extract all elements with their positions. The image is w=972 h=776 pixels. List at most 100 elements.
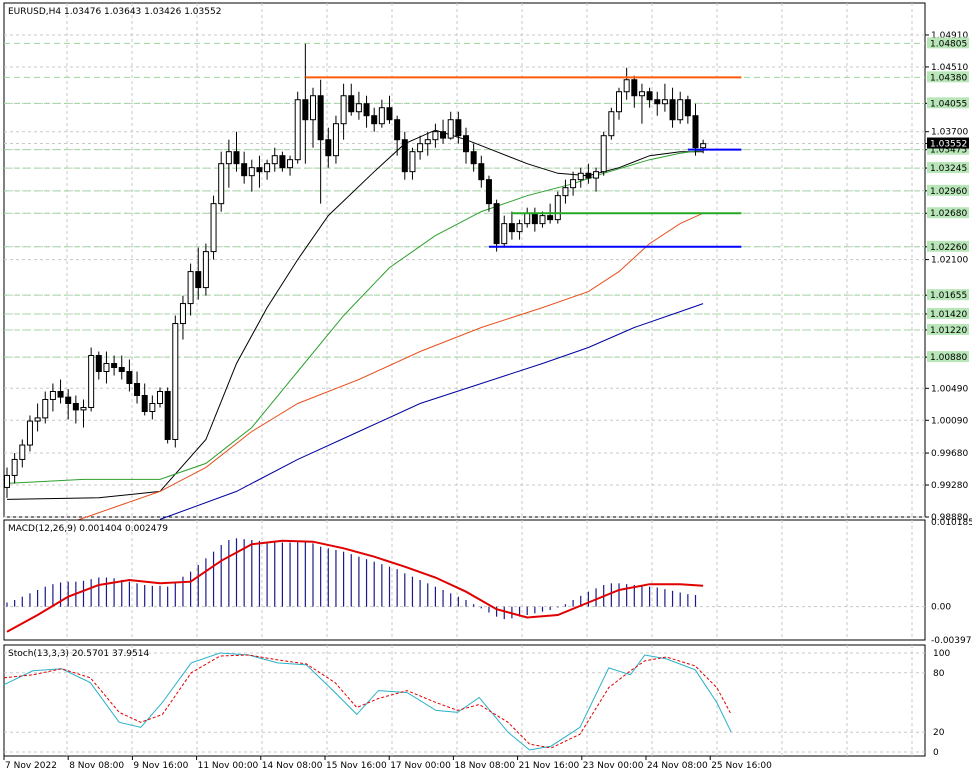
level-label: 1.04055 (930, 99, 967, 109)
candle-body (562, 187, 569, 197)
level-label: 1.04380 (930, 73, 967, 83)
level-label-box (927, 143, 969, 155)
level-label: 1.03245 (930, 164, 967, 174)
level-label: 1.02960 (930, 187, 967, 197)
candle-body (49, 390, 56, 400)
candle-body (179, 303, 186, 325)
candle-body (669, 99, 676, 121)
candle-body (233, 151, 240, 165)
candle-body (26, 420, 33, 446)
candle-body (149, 402, 156, 412)
candle-body (608, 111, 615, 137)
candle-body (118, 367, 125, 373)
level-label-box (927, 71, 969, 83)
level-label-box (927, 351, 969, 363)
moving-average-line (6, 149, 704, 484)
candle-body (172, 323, 179, 440)
moving-average-line (159, 303, 704, 520)
time-axis-label: 25 Nov 16:00 (711, 761, 772, 771)
candle-body (646, 91, 653, 101)
macd-pane: 0.010185 0.00 -0.003974 (3, 518, 972, 646)
candle-body (241, 163, 248, 177)
macd-title: MACD(12,26,9) 0.001404 0.002479 (8, 524, 168, 534)
candle-body (371, 115, 378, 125)
candle-body (279, 155, 286, 169)
time-axis-label: 11 Nov 00:00 (198, 761, 259, 771)
level-label-box (927, 37, 969, 49)
level-label: 1.01420 (930, 310, 967, 320)
candle-body (103, 363, 110, 373)
candle-body (340, 95, 347, 125)
candle-body (378, 107, 385, 125)
time-axis-label: 21 Nov 16:00 (519, 761, 580, 771)
candle-body (401, 139, 408, 173)
candle-body (623, 79, 630, 93)
candle-body (424, 139, 431, 145)
level-label-box (927, 289, 969, 301)
stoch-signal-line (3, 654, 732, 749)
candle-body (4, 474, 10, 488)
candle-body (493, 203, 500, 245)
candle-body (256, 167, 263, 173)
price-tick-label: 1.02100 (931, 256, 968, 266)
candle-body (264, 163, 271, 173)
candle-body (531, 212, 538, 225)
candle-body (700, 143, 707, 149)
candle-body (409, 151, 416, 173)
candle-body (661, 99, 668, 105)
time-axis-label: 18 Nov 08:00 (454, 761, 515, 771)
time-axis-label: 23 Nov 00:00 (583, 761, 644, 771)
candle-body (202, 251, 209, 289)
level-label: 1.01220 (930, 326, 967, 336)
price-tick-label: 1.00090 (931, 416, 968, 426)
level-label: 1.04805 (930, 39, 967, 49)
candle-body (271, 155, 278, 165)
candle-body (317, 95, 324, 141)
candle-body (187, 271, 194, 305)
candle-body (547, 215, 554, 221)
candle-body (554, 195, 561, 221)
candle-body (432, 131, 439, 141)
price-tick-label: 0.98880 (931, 513, 968, 523)
price-tick-label: 1.00490 (931, 384, 968, 394)
candle-body (600, 135, 607, 173)
price-pane: 1.04910 1.04510 1.04055 1.03700 1.035521.034… (3, 2, 969, 524)
candle-body (463, 135, 469, 153)
level-label-box (927, 307, 969, 319)
candle-body (638, 91, 645, 97)
candle-body (310, 95, 316, 121)
candle-body (417, 143, 424, 153)
price-tick-label: 1.04910 (931, 31, 968, 41)
candle-body (126, 371, 133, 385)
macd-signal-line (6, 539, 704, 633)
price-tick-label: 0.99280 (931, 481, 968, 491)
level-label: 1.01655 (930, 291, 967, 301)
stoch-tick-label: 0 (933, 748, 939, 758)
level-label-box (927, 162, 969, 174)
candle-body (95, 355, 102, 373)
stoch-title: Stoch(13,3,3) 20.5701 37.9514 (8, 649, 149, 659)
stoch-main-line (3, 652, 732, 751)
candle-body (34, 417, 41, 422)
candle-body (470, 151, 477, 165)
candle-body (478, 163, 485, 181)
pane-frame (3, 644, 926, 757)
candle-body (684, 99, 691, 117)
candle-body (677, 99, 684, 121)
moving-average-line (68, 212, 704, 524)
candle-body (447, 119, 454, 139)
price-tick-label: 1.03700 (931, 128, 968, 138)
level-label-box (927, 207, 969, 219)
macd-tick-label: -0.003974 (931, 636, 972, 646)
pane-frame (3, 2, 926, 518)
candle-body (593, 171, 600, 179)
level-label: 1.00880 (930, 353, 967, 363)
candle-body (440, 131, 447, 139)
candle-body (57, 390, 64, 398)
candle-body (577, 172, 584, 181)
candle-body (11, 458, 18, 476)
candle-body (287, 159, 294, 169)
candle-body (42, 398, 49, 419)
candle-body (88, 355, 95, 408)
candle-body (386, 107, 393, 121)
